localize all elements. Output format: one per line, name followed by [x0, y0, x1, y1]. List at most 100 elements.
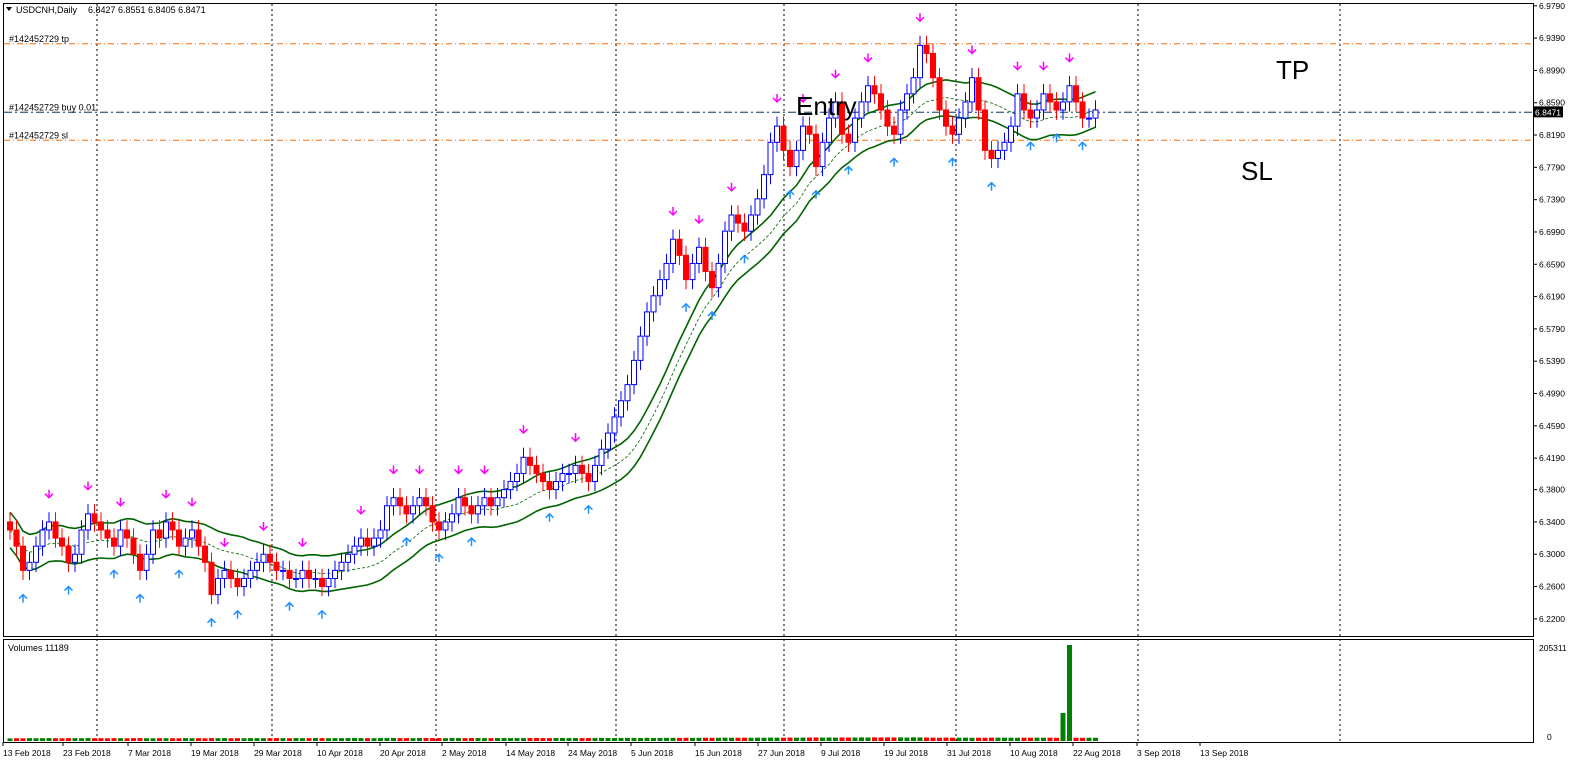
candle-bear — [878, 93, 884, 111]
candle-bull — [715, 262, 722, 289]
candle-bull — [1092, 109, 1099, 119]
volume-bar — [553, 738, 559, 741]
volume-bar — [280, 738, 286, 741]
fractal-down-arrow — [544, 512, 555, 522]
candle-bull — [384, 505, 390, 531]
candle-bull — [1008, 125, 1014, 143]
volume-bar — [79, 738, 84, 741]
volume-bar — [475, 738, 481, 741]
volume-bar — [820, 737, 825, 741]
time-tick-label: 9 Jul 2018 — [821, 748, 860, 758]
candle-bull — [72, 553, 78, 563]
volume-bar — [436, 738, 442, 741]
volume-bar — [261, 738, 266, 741]
symbol-dropdown-icon[interactable] — [6, 7, 12, 11]
volume-bar — [293, 738, 299, 741]
candle-bull — [163, 521, 169, 539]
volume-bar — [670, 737, 676, 741]
volume-bar — [1047, 737, 1053, 741]
volume-bar — [332, 738, 338, 741]
candle-bear — [137, 553, 143, 571]
volume-bar — [1054, 737, 1059, 741]
current-price-tag — [1533, 106, 1563, 118]
candle-bear — [124, 529, 130, 539]
candle-bear — [286, 569, 293, 579]
symbol-label[interactable]: USDCNH,Daily — [16, 5, 78, 15]
candle-bull — [501, 489, 507, 499]
candle-bull — [832, 101, 839, 119]
volume-bar — [183, 738, 188, 741]
candle-bull — [455, 497, 462, 515]
time-axis: 13 Feb 2018 23 Feb 2018 7 Mar 2018 19 Mar 2… — [2, 742, 1248, 758]
volume-bar — [696, 737, 702, 741]
fractal-up-arrow — [297, 538, 308, 548]
volume-bar — [885, 737, 890, 741]
candle-bear — [91, 513, 98, 523]
volume-bar — [222, 738, 227, 741]
candle-bull — [1060, 101, 1066, 111]
fractal-down-arrow — [681, 302, 691, 312]
fractal-down-arrow — [401, 537, 412, 547]
fractal-up-arrow — [414, 465, 425, 475]
fractal-up-arrow — [44, 489, 54, 499]
volume-bar — [657, 737, 663, 741]
candle-bull — [657, 279, 663, 297]
candle-bear — [176, 529, 182, 547]
volume-bar — [131, 738, 136, 741]
candle-bull — [956, 117, 962, 135]
candle-bull — [689, 262, 696, 281]
candle-bear — [13, 529, 20, 547]
candle-bull — [566, 472, 572, 475]
candle-bull — [260, 553, 267, 563]
candle-bull — [338, 561, 345, 571]
candle-bull — [995, 149, 1001, 159]
volume-bar — [527, 738, 533, 741]
candle-bear — [923, 44, 930, 54]
candle-bull — [442, 521, 449, 531]
volume-bar — [755, 737, 760, 741]
time-tick-label: 10 Apr 2018 — [317, 748, 363, 758]
candle-bull — [312, 577, 319, 580]
volume-bar — [1060, 712, 1066, 741]
fractal-up-arrow — [518, 425, 529, 435]
candle-bull — [611, 416, 618, 434]
candle-bull — [819, 141, 826, 168]
volume-bar — [651, 737, 656, 741]
candle-bear — [936, 77, 943, 111]
time-tick-label: 2 May 2018 — [442, 748, 487, 758]
candle-bear — [59, 537, 65, 547]
fractal-down-arrow — [174, 569, 184, 579]
candle-bear — [540, 472, 546, 483]
volume-bar — [742, 737, 747, 741]
volume-bar — [27, 738, 32, 741]
candle-bear — [1027, 109, 1034, 119]
candle-bear — [702, 246, 709, 273]
candle-bear — [403, 505, 410, 515]
candle-bear — [104, 529, 111, 539]
fractal-down-arrow — [1025, 141, 1036, 151]
candle-bear — [988, 149, 995, 159]
candle-bear — [397, 497, 403, 507]
candle-bull — [800, 125, 806, 151]
fractal-down-arrow — [232, 609, 243, 619]
volume-bar — [612, 738, 617, 741]
candle-bull — [962, 101, 969, 119]
time-tick-label: 19 Mar 2018 — [191, 748, 239, 758]
candle-bear — [130, 537, 137, 555]
volume-bar — [501, 738, 507, 741]
volume-bar — [404, 738, 409, 741]
price-tick-label: 6.2600 — [1539, 582, 1565, 592]
volume-bar — [300, 738, 305, 741]
candle-bear — [579, 464, 585, 474]
sl-line-label: #142452729 sl — [9, 130, 68, 140]
volume-bar — [1080, 737, 1085, 741]
price-tick-label: 6.6590 — [1539, 259, 1565, 269]
candle-bear — [975, 77, 982, 111]
fractal-down-arrow — [811, 189, 821, 199]
time-tick-label: 5 Jun 2018 — [631, 748, 673, 758]
volume-bar — [859, 737, 864, 741]
volume-bar — [176, 738, 182, 741]
fractal-down-arrow — [1051, 133, 1062, 143]
volume-bar — [566, 738, 572, 741]
volume-bar — [189, 738, 195, 741]
